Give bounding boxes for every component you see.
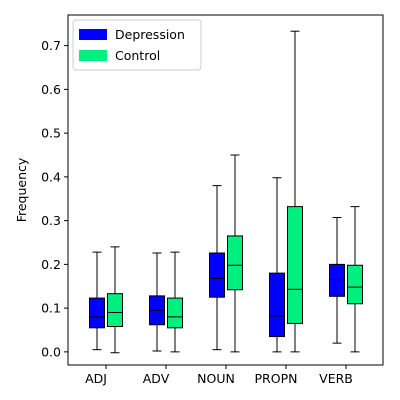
x-tick-label: VERB <box>319 371 353 386</box>
box-depression-adv <box>149 252 165 352</box>
legend-swatch-depression <box>79 29 107 40</box>
legend-label-control: Control <box>115 48 160 63</box>
x-tick-label: ADJ <box>85 371 107 386</box>
y-tick-label: 0.3 <box>41 213 61 228</box>
x-tick-label: ADV <box>143 371 170 386</box>
box-control-noun <box>227 154 243 353</box>
y-tick-label: 0.4 <box>41 169 61 184</box>
y-tick-label: 0.1 <box>41 301 61 316</box>
box-control-verb <box>347 206 363 353</box>
x-tick-label: PROPN <box>255 371 298 386</box>
box-body <box>347 264 363 305</box>
box-control-adv <box>167 251 183 353</box>
box-control-adj <box>107 246 123 354</box>
box-depression-noun <box>209 185 225 351</box>
box-body <box>209 252 225 298</box>
x-tick-label: NOUN <box>197 371 235 386</box>
box-depression-propn <box>269 177 285 353</box>
legend-swatch-control <box>79 50 107 61</box>
box-body <box>329 263 345 297</box>
legend-label-depression: Depression <box>115 27 185 42</box>
legend: Depression Control <box>72 19 202 71</box>
box-depression-verb <box>329 217 345 344</box>
y-tick-label: 0.0 <box>41 344 61 359</box>
box-body <box>167 297 183 329</box>
box-control-propn <box>287 30 303 353</box>
y-tick-label: 0.6 <box>41 82 61 97</box>
box-body <box>107 293 123 327</box>
y-tick-label: 0.5 <box>41 126 61 141</box>
box-body <box>227 235 243 291</box>
box-depression-adj <box>89 251 105 351</box>
box-body <box>269 272 285 338</box>
y-tick-label: 0.7 <box>41 38 61 53</box>
y-tick-label: 0.2 <box>41 257 61 272</box>
y-axis-title: Frequency <box>14 157 29 222</box>
box-body <box>89 297 105 329</box>
box-body <box>287 206 303 324</box>
